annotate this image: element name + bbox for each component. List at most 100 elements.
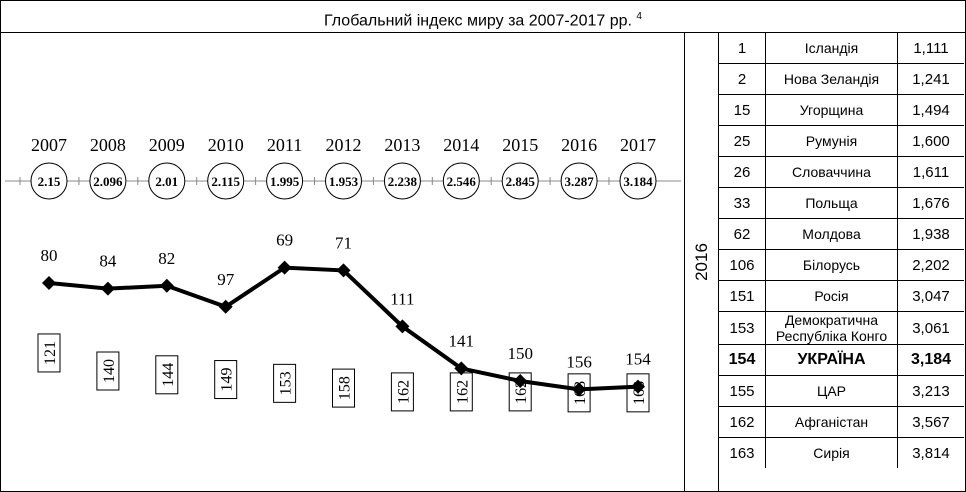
table-cell: 1,241	[897, 63, 964, 95]
countries-label: 162	[395, 380, 412, 404]
rank-label: 150	[507, 344, 533, 363]
rank-label: 80	[41, 246, 58, 265]
year-label: 2010	[208, 135, 244, 155]
year-label: 2012	[326, 135, 362, 155]
table-row: 25 Румунія 1,600	[718, 125, 964, 157]
index-label: 2.01	[155, 174, 178, 189]
countries-label: 149	[219, 368, 236, 392]
year-label: 2011	[267, 135, 302, 155]
table-cell: 1,676	[897, 187, 964, 219]
rank-marker	[395, 319, 410, 334]
rank-marker	[336, 263, 351, 278]
index-circle	[560, 162, 598, 200]
index-label: 1.953	[329, 174, 359, 189]
table-cell: Білорусь	[765, 249, 898, 281]
table-cell: 1,111	[897, 33, 964, 64]
table-cell: УКРАЇНА	[765, 344, 898, 376]
table-row: 163 Сирія 3,814	[718, 437, 964, 468]
figure-title: Глобальний індекс миру за 2007-2017 рр. …	[1, 1, 965, 33]
table-cell: 25	[718, 125, 766, 157]
year-label: 2015	[502, 135, 538, 155]
table-cell: 1	[718, 33, 766, 64]
table-cell: Словаччина	[765, 156, 898, 188]
countries-label: 121	[42, 341, 59, 365]
index-circle	[325, 162, 362, 200]
table-row: 153 Демократична Республіка Конго 3,061	[718, 311, 964, 345]
rank-marker	[159, 278, 174, 293]
table-cell: 1,600	[897, 125, 964, 157]
countries-box	[155, 355, 179, 395]
rank-marker	[631, 379, 645, 394]
index-circle	[266, 162, 304, 200]
index-circle	[89, 162, 127, 200]
index-label: 1.995	[270, 174, 300, 189]
year-label: 2017	[620, 135, 656, 155]
table-row: 162 Афганістан 3,567	[718, 406, 964, 438]
countries-box	[214, 360, 238, 400]
table-row: 33 Польща 1,676	[718, 187, 964, 219]
table-cell: 1,494	[897, 94, 964, 126]
table-row: 62 Молдова 1,938	[718, 218, 964, 250]
rank-marker	[513, 374, 528, 388]
index-circle	[207, 162, 245, 200]
index-label: 2.15	[38, 174, 61, 189]
rank-label: 69	[276, 231, 293, 250]
rank-label: 156	[566, 352, 592, 371]
countries-box	[273, 363, 297, 403]
title-text: Глобальний індекс миру за 2007-2017 рр.	[324, 12, 632, 30]
rank-marker	[572, 382, 587, 397]
countries-box	[96, 351, 120, 391]
table-row: 1 Ісландія 1,111	[718, 33, 964, 64]
rank-label: 111	[390, 289, 414, 308]
table-cell: Афганістан	[765, 406, 898, 438]
rank-label: 84	[99, 252, 117, 271]
table-cell: 153	[718, 311, 766, 345]
rank-label: 71	[335, 233, 352, 252]
index-label: 2.238	[388, 174, 418, 189]
table-cell: 154	[718, 344, 766, 376]
table-cell: Молдова	[765, 218, 898, 250]
table-cell: 2,202	[897, 249, 964, 281]
year-label: 2009	[149, 135, 185, 155]
table-cell: 3,567	[897, 406, 964, 438]
ranking-table: 1 Ісландія 1,111 2 Нова Зеландія 1,241 15 Угорщ…	[718, 33, 964, 468]
countries-label: 140	[101, 359, 118, 383]
rank-marker	[100, 281, 115, 296]
rank-label: 97	[217, 270, 235, 289]
table-row: 155 ЦАР 3,213	[718, 375, 964, 407]
countries-box	[37, 333, 61, 373]
year-label: 2007	[31, 135, 67, 155]
table-row: 106 Білорусь 2,202	[718, 249, 964, 281]
year-label: 2008	[90, 135, 126, 155]
chart: 2007 2.15 2008 2.096 2009 2.01 2010 2.115 2011 1.…	[5, 135, 681, 413]
countries-label: 144	[160, 363, 177, 387]
table-cell: 15	[718, 94, 766, 126]
index-label: 2.546	[447, 174, 477, 189]
table-cell: 62	[718, 218, 766, 250]
table-cell: Угорщина	[765, 94, 898, 126]
table-cell: 33	[718, 187, 766, 219]
table-cell: 26	[718, 156, 766, 188]
table-row: 154 УКРАЇНА 3,184	[718, 344, 964, 376]
index-circle	[501, 162, 539, 200]
footnote: 4	[636, 11, 642, 22]
year-label: 2016	[691, 243, 711, 281]
table-cell: 106	[718, 249, 766, 281]
table-row: 151 Росія 3,047	[718, 280, 964, 312]
table-cell: 3,814	[897, 437, 964, 468]
year-label: 2014	[443, 135, 479, 155]
index-label: 2.096	[93, 174, 123, 189]
table-row: 2 Нова Зеландія 1,241	[718, 63, 964, 95]
countries-label: 153	[278, 371, 295, 395]
table-cell: 151	[718, 280, 766, 312]
countries-label: 162	[454, 380, 471, 404]
year-cell: 2016	[684, 33, 719, 491]
index-label: 3.184	[623, 174, 653, 189]
countries-box	[332, 368, 355, 408]
table-cell: Сирія	[765, 437, 898, 468]
year-label: 2016	[561, 135, 597, 155]
table-cell: Нова Зеландія	[765, 63, 898, 95]
index-label: 2.115	[211, 174, 240, 189]
table-cell: 3,047	[897, 280, 964, 312]
